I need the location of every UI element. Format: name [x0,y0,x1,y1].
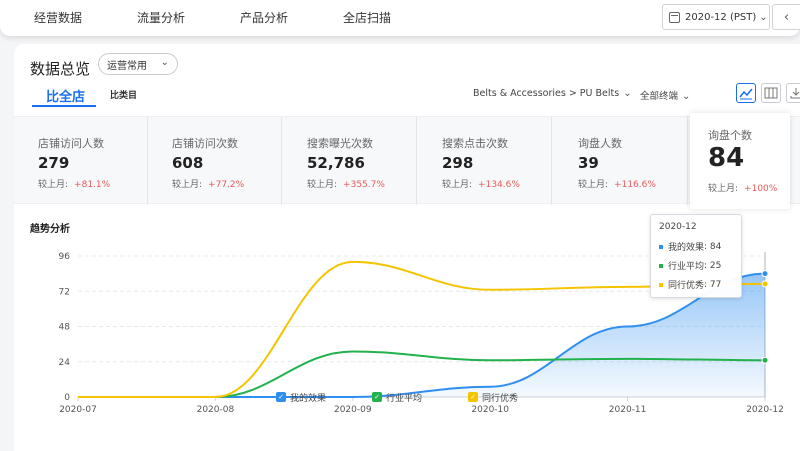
metric-card-inquiry-users[interactable]: 询盘人数 39 较上月: +116.6% [554,117,688,205]
line-chart-icon [739,88,753,100]
chevron-left-icon: ‹ [783,9,790,25]
metric-card-inquiries[interactable]: 询盘个数 84 较上月: +100% [690,113,790,209]
chart-tooltip: 2020-12 我的效果: 84 行业平均: 25 同行优秀: 77 [650,214,742,298]
metric-value: 52,786 [307,154,365,172]
metric-change: 较上月: +355.7% [307,180,385,190]
chevron-down-icon: ⌄ [623,88,632,99]
y-tick-label: 96 [59,252,71,262]
metric-card-search-clicks[interactable]: 搜索点击次数 298 较上月: +134.6% [418,117,552,205]
metric-label: 店铺访问人数 [38,137,104,150]
series-line-2 [78,260,766,399]
scope-select-value: 运营常用 [107,60,147,72]
tab-compare-store[interactable]: 比全店 [46,90,86,105]
metric-change: 较上月: +116.6% [578,180,656,190]
terminal-select-value: 全部终端 [640,91,679,102]
metric-value: 608 [172,154,204,172]
tooltip-row: 同行优秀: 77 [659,278,733,291]
series-swatch [659,263,663,268]
metric-label: 搜索点击次数 [442,137,508,150]
legend-label: 行业平均 [386,393,423,404]
x-tick-label: 2020-11 [609,405,647,415]
series-swatch [659,282,663,287]
tooltip-title: 2020-12 [659,222,697,232]
metrics-strip: 店铺访问人数 279 较上月: +81.1% 店铺访问次数 608 较上月: +77… [14,113,800,209]
metric-card-search-impressions[interactable]: 搜索曝光次数 52,786 较上月: +355.7% [283,117,417,205]
series-swatch [659,244,663,249]
chevron-down-icon: ⌄ [160,57,169,68]
legend-label: 我的效果 [290,393,327,404]
legend-item-peer-excellent[interactable]: ✓ 同行优秀 [468,390,518,404]
top-nav-bar: 经营数据 流量分析 产品分析 全店扫描 2020-12 (PST) ⌄ ‹ [0,0,800,36]
metric-change: 较上月: +81.1% [38,180,111,190]
line-chart-view-button[interactable] [736,83,756,103]
legend-item-industry-average[interactable]: ✓ 行业平均 [372,390,422,404]
metric-value: 84 [708,143,745,173]
chart-title: 趋势分析 [30,224,70,235]
x-tick-label: 2020-12 [746,405,784,415]
metric-value: 279 [38,154,70,172]
checkbox-checked-icon: ✓ [468,392,478,402]
nav-product-analysis[interactable]: 产品分析 [240,11,289,25]
metric-change: 较上月: +77.2% [172,180,245,190]
series-area-my-result [78,273,765,397]
data-point [761,280,769,288]
y-tick-label: 48 [59,323,71,333]
download-icon [790,88,800,99]
metric-card-store-visits[interactable]: 店铺访问次数 608 较上月: +77.2% [148,117,282,205]
x-tick-label: 2020-09 [334,405,372,415]
y-tick-label: 72 [59,287,70,297]
y-tick-label: 24 [59,358,71,368]
chevron-down-icon: ⌄ [759,11,768,23]
metric-label: 店铺访问次数 [172,137,238,150]
data-point [761,270,769,278]
nav-store-scan[interactable]: 全店扫描 [343,11,392,25]
category-select-value: Belts & Accessories > PU Belts [473,88,620,99]
table-view-button[interactable] [761,83,781,103]
chevron-down-icon: ⌄ [682,91,691,102]
tab-active-indicator [32,105,96,107]
date-value: 2020-12 (PST) [685,11,757,23]
scope-select[interactable]: 运营常用 ⌄ [98,53,178,75]
x-tick-label: 2020-07 [59,405,97,415]
tab-compare-category[interactable]: 比类目 [110,91,138,101]
metric-card-store-visitors[interactable]: 店铺访问人数 279 较上月: +81.1% [14,117,148,205]
legend-label: 同行优秀 [482,393,519,404]
metric-change: 较上月: +134.6% [442,180,520,190]
nav-business-data[interactable]: 经营数据 [34,11,83,25]
download-button[interactable] [786,83,800,103]
terminal-select[interactable]: 全部终端 ⌄ [640,88,690,102]
tooltip-row: 行业平均: 25 [659,259,733,272]
metric-label: 搜索曝光次数 [307,137,373,150]
y-tick-label: 0 [64,393,70,403]
legend-item-my-result[interactable]: ✓ 我的效果 [276,390,326,404]
category-select[interactable]: Belts & Accessories > PU Belts ⌄ [473,88,632,99]
checkbox-checked-icon: ✓ [372,392,382,402]
metric-value: 39 [578,154,599,172]
calendar-icon [669,11,680,23]
x-tick-label: 2020-10 [471,405,509,415]
metric-label: 询盘个数 [708,129,752,142]
nav-traffic-analysis[interactable]: 流量分析 [137,11,186,25]
x-tick-label: 2020-08 [197,405,235,415]
metric-value: 298 [442,154,474,172]
page-title: 数据总览 [30,60,91,78]
metric-change: 较上月: +100% [708,184,778,194]
data-point [761,356,769,364]
checkbox-checked-icon: ✓ [276,392,286,402]
metric-label: 询盘人数 [578,137,622,150]
tooltip-row: 我的效果: 84 [659,240,733,253]
table-icon [764,87,778,99]
previous-month-button[interactable]: ‹ [772,4,800,30]
date-picker[interactable]: 2020-12 (PST) ⌄ [662,4,770,30]
